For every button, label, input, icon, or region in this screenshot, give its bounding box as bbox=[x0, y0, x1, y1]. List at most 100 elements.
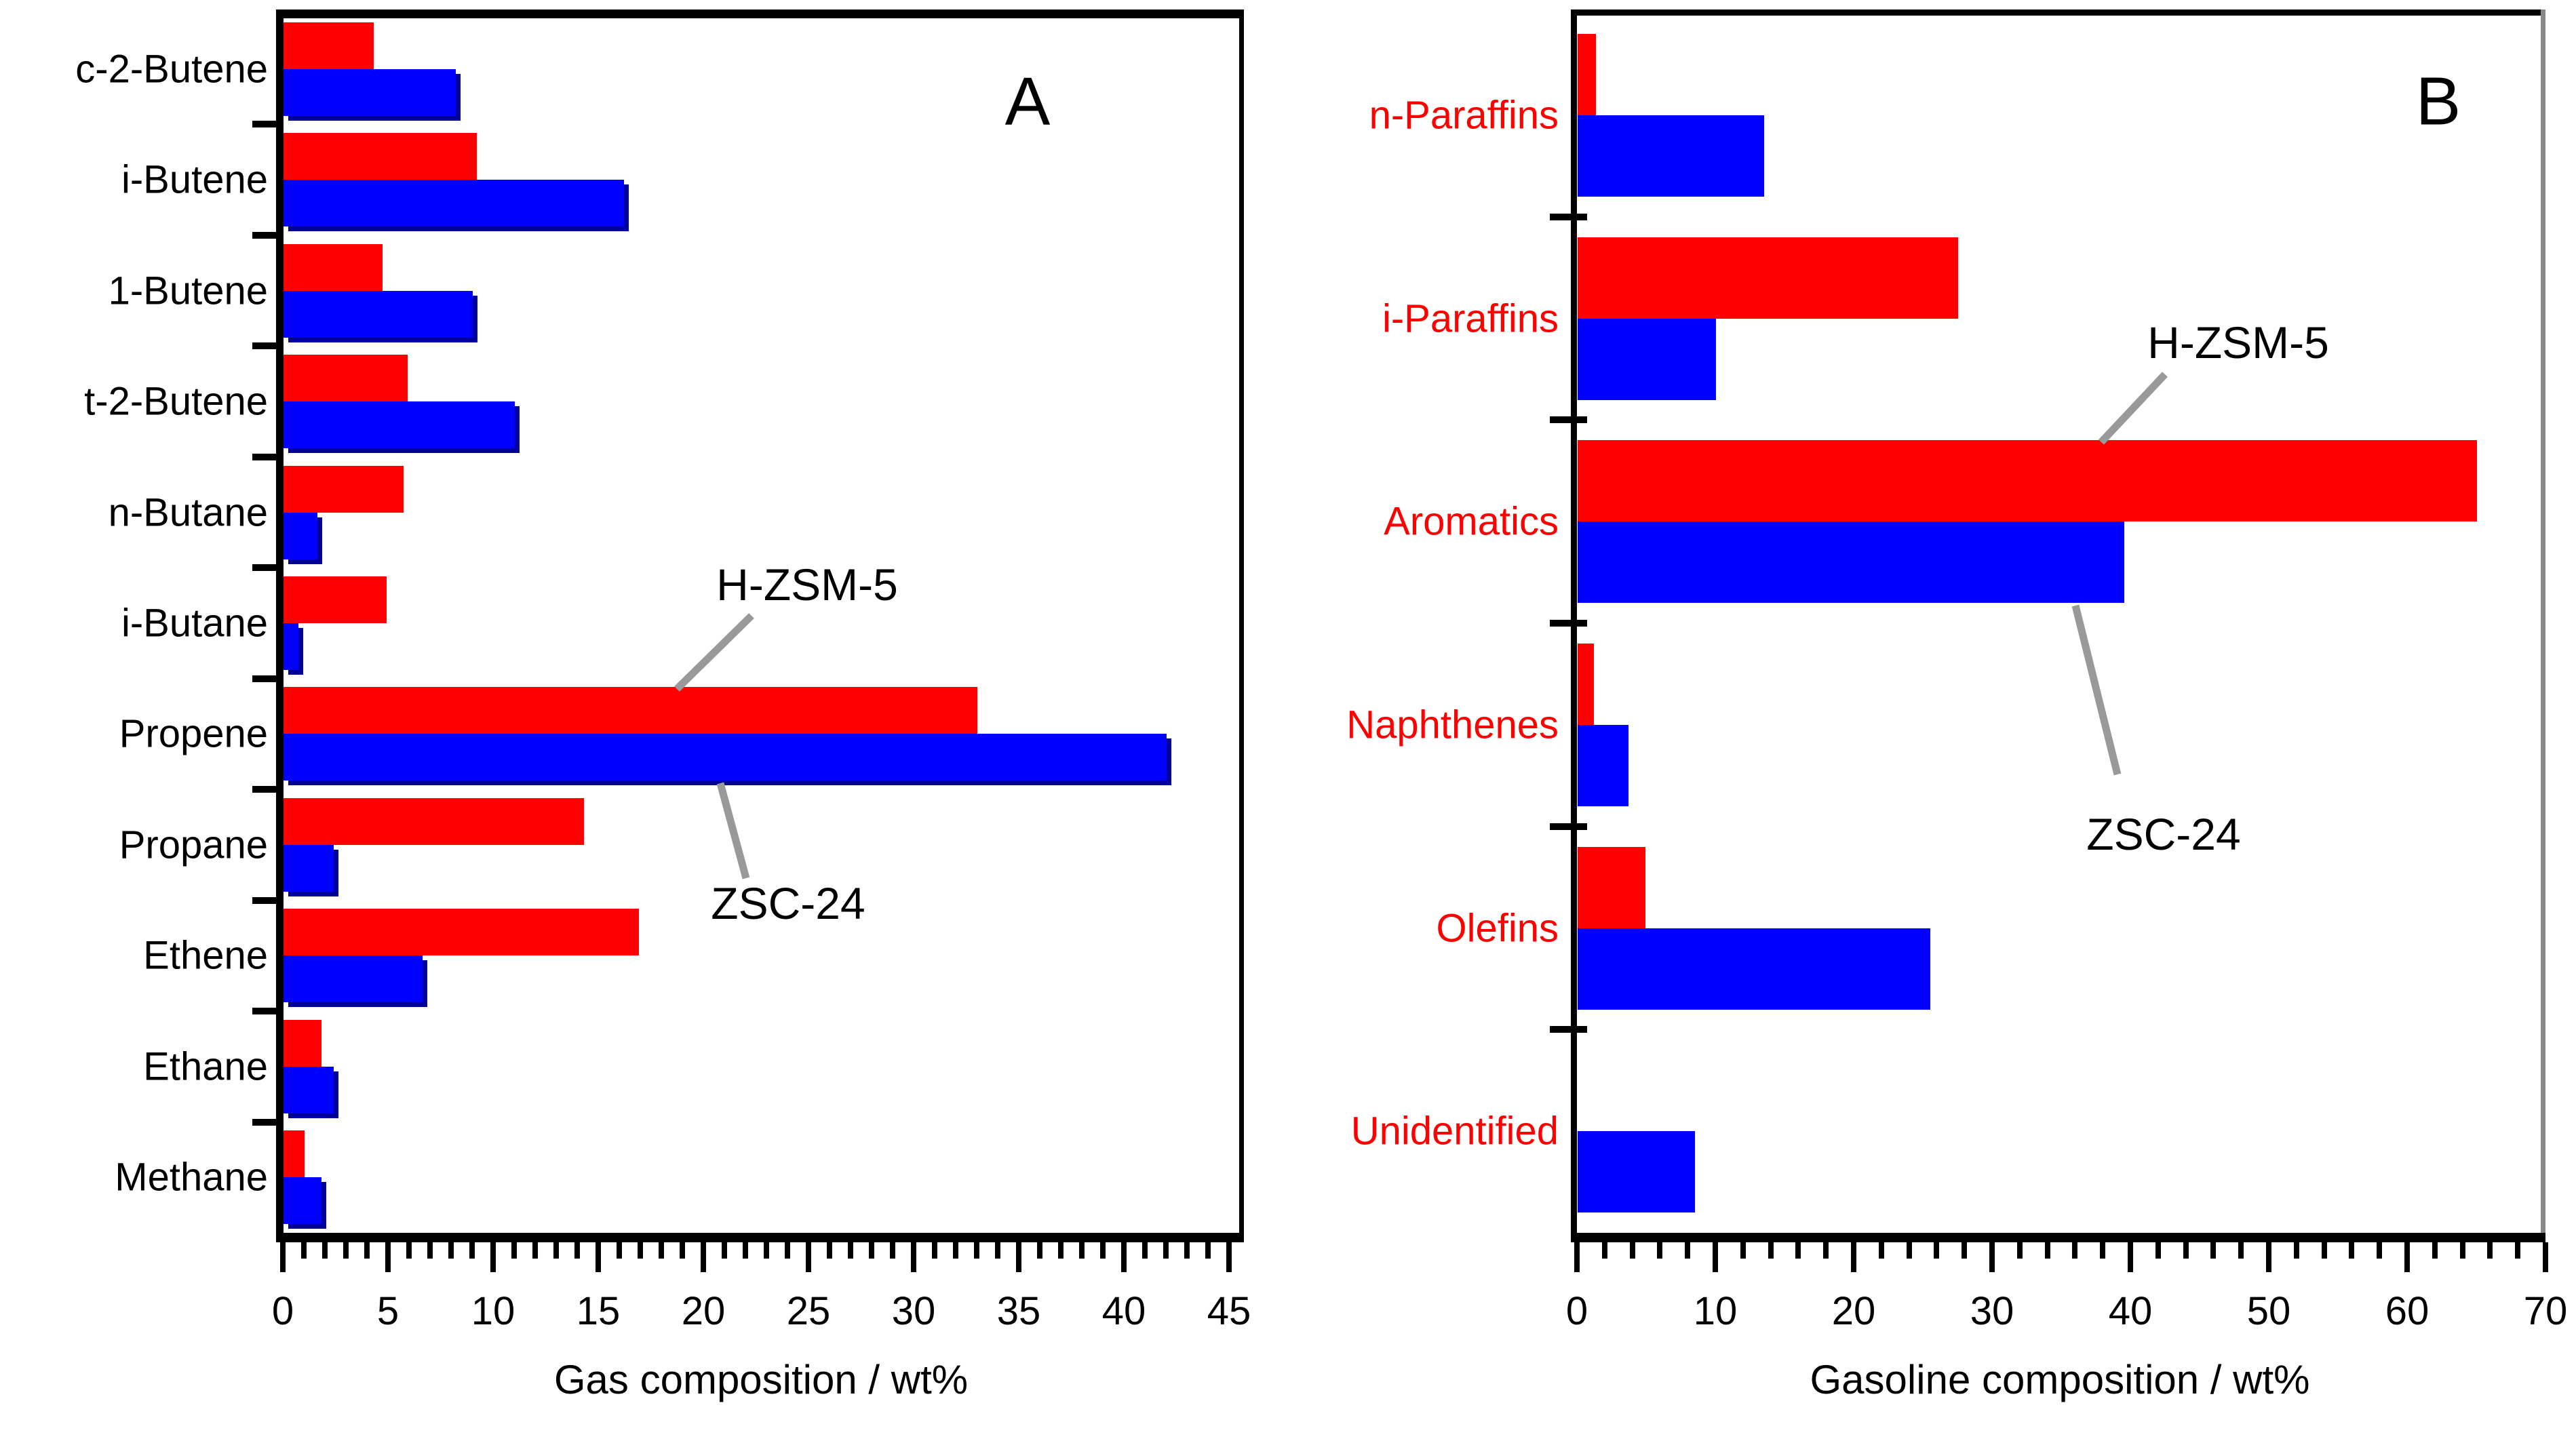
x-axis-major-tick bbox=[596, 1242, 601, 1272]
x-axis-tick-label: 45 bbox=[1207, 1289, 1251, 1333]
y-axis-tick bbox=[252, 1008, 284, 1015]
x-axis-minor-tick bbox=[680, 1242, 685, 1259]
y-axis-tick bbox=[1550, 823, 1587, 830]
x-axis-minor-tick bbox=[1962, 1242, 1968, 1259]
x-axis-minor-tick bbox=[532, 1242, 538, 1259]
plot-frame-right bbox=[1239, 9, 1244, 1233]
callout-line-b-zsc24 bbox=[2071, 604, 2122, 776]
callout-line-a-zsc24 bbox=[716, 782, 750, 880]
x-axis-minor-tick bbox=[322, 1242, 328, 1259]
x-axis-major-tick bbox=[1713, 1242, 1718, 1272]
y-axis-line bbox=[276, 9, 284, 1242]
bar-zsc-24 bbox=[284, 512, 317, 559]
x-axis-tick-label: 20 bbox=[1831, 1289, 1876, 1333]
annotation-a-hzsm5: H-ZSM-5 bbox=[716, 559, 898, 610]
x-axis-minor-tick bbox=[638, 1242, 643, 1259]
x-axis-minor-tick bbox=[2349, 1242, 2355, 1259]
x-axis-minor-tick bbox=[659, 1242, 664, 1259]
x-axis-minor-tick bbox=[364, 1242, 370, 1259]
y-axis-tick bbox=[252, 453, 284, 460]
bar-zsc-24 bbox=[1578, 724, 1629, 806]
category-label: Methane bbox=[115, 1155, 268, 1200]
y-axis-tick bbox=[1550, 416, 1587, 424]
x-axis-minor-tick bbox=[2238, 1242, 2244, 1259]
x-axis-tick-label: 10 bbox=[471, 1289, 515, 1333]
x-axis-minor-tick bbox=[2459, 1242, 2465, 1259]
x-axis-major-tick bbox=[1121, 1242, 1127, 1272]
x-axis-major-tick bbox=[2266, 1242, 2271, 1272]
x-axis-minor-tick bbox=[1079, 1242, 1085, 1259]
bar-zsc-24 bbox=[284, 955, 423, 1003]
bar-h-zsm-5 bbox=[284, 576, 387, 623]
bar-zsc-24 bbox=[284, 290, 473, 338]
panel-letter-a: A bbox=[1004, 63, 1051, 140]
plot-frame-top bbox=[1571, 9, 2545, 16]
category-label: Naphthenes bbox=[1346, 703, 1559, 747]
y-axis-tick bbox=[252, 231, 284, 239]
category-label: i-Butene bbox=[121, 157, 268, 202]
x-axis-tick-label: 5 bbox=[376, 1289, 399, 1333]
x-axis-minor-tick bbox=[617, 1242, 622, 1259]
category-label: Unidentified bbox=[1350, 1109, 1559, 1153]
bar-zsc-24 bbox=[284, 180, 625, 227]
bar-h-zsm-5 bbox=[284, 1019, 321, 1067]
x-axis-minor-tick bbox=[2515, 1242, 2521, 1259]
bar-zsc-24 bbox=[1578, 928, 1931, 1010]
category-label: Ethene bbox=[143, 933, 268, 978]
x-axis-line bbox=[276, 1233, 1244, 1242]
x-axis-minor-tick bbox=[343, 1242, 349, 1259]
y-axis-tick bbox=[252, 1118, 284, 1126]
x-axis-minor-tick bbox=[1142, 1242, 1148, 1259]
category-label: n-Butane bbox=[108, 490, 268, 535]
plot-frame-top bbox=[276, 9, 1244, 18]
x-axis-minor-tick bbox=[448, 1242, 454, 1259]
x-axis-minor-tick bbox=[2377, 1242, 2383, 1259]
x-axis-minor-tick bbox=[1629, 1242, 1635, 1259]
x-axis-minor-tick bbox=[2044, 1242, 2050, 1259]
bar-zsc-24 bbox=[284, 401, 515, 449]
x-axis-minor-tick bbox=[1058, 1242, 1063, 1259]
x-axis-tick-label: 0 bbox=[271, 1289, 294, 1333]
plot-frame-right bbox=[2541, 9, 2545, 1233]
x-axis-minor-tick bbox=[574, 1242, 580, 1259]
x-axis-major-tick bbox=[1016, 1242, 1021, 1272]
x-axis-major-tick bbox=[1989, 1242, 1995, 1272]
x-axis-minor-tick bbox=[2100, 1242, 2106, 1259]
x-axis-minor-tick bbox=[1906, 1242, 1912, 1259]
bar-h-zsm-5 bbox=[284, 909, 639, 956]
x-axis-minor-tick bbox=[932, 1242, 937, 1259]
x-axis-minor-tick bbox=[1740, 1242, 1746, 1259]
y-axis-tick bbox=[1550, 213, 1587, 220]
bar-zsc-24 bbox=[1578, 521, 2124, 604]
y-axis-tick bbox=[252, 896, 284, 904]
x-axis-minor-tick bbox=[1795, 1242, 1801, 1259]
x-axis-minor-tick bbox=[553, 1242, 559, 1259]
x-axis-minor-tick bbox=[1205, 1242, 1211, 1259]
x-axis-title-gas: Gas composition / wt% bbox=[553, 1357, 969, 1402]
panel-letter-b: B bbox=[2415, 63, 2461, 140]
callout-line-a-hzsm5 bbox=[674, 613, 754, 692]
category-label: Olefins bbox=[1436, 906, 1559, 950]
x-axis-major-tick bbox=[385, 1242, 391, 1272]
y-axis-tick bbox=[252, 342, 284, 350]
x-axis-minor-tick bbox=[827, 1242, 832, 1259]
y-axis-tick bbox=[252, 564, 284, 572]
x-axis-minor-tick bbox=[2432, 1242, 2438, 1259]
x-axis-tick-label: 60 bbox=[2385, 1289, 2429, 1333]
annotation-a-zsc24: ZSC-24 bbox=[711, 878, 865, 928]
y-axis-tick bbox=[1550, 620, 1587, 627]
category-label: t-2-Butene bbox=[84, 379, 268, 424]
x-axis-major-tick bbox=[2128, 1242, 2133, 1272]
x-axis-minor-tick bbox=[1878, 1242, 1884, 1259]
y-axis-tick bbox=[252, 786, 284, 793]
x-axis-major-tick bbox=[280, 1242, 286, 1272]
x-axis-minor-tick bbox=[2210, 1242, 2217, 1259]
x-axis-tick-label: 40 bbox=[2108, 1289, 2153, 1333]
callout-line-b-hzsm5 bbox=[2098, 372, 2168, 445]
x-axis-tick-label: 50 bbox=[2246, 1289, 2291, 1333]
x-axis-major-tick bbox=[2404, 1242, 2410, 1272]
y-axis-tick bbox=[252, 121, 284, 128]
bar-zsc-24 bbox=[1578, 1131, 1696, 1213]
bar-h-zsm-5 bbox=[1578, 237, 1958, 319]
